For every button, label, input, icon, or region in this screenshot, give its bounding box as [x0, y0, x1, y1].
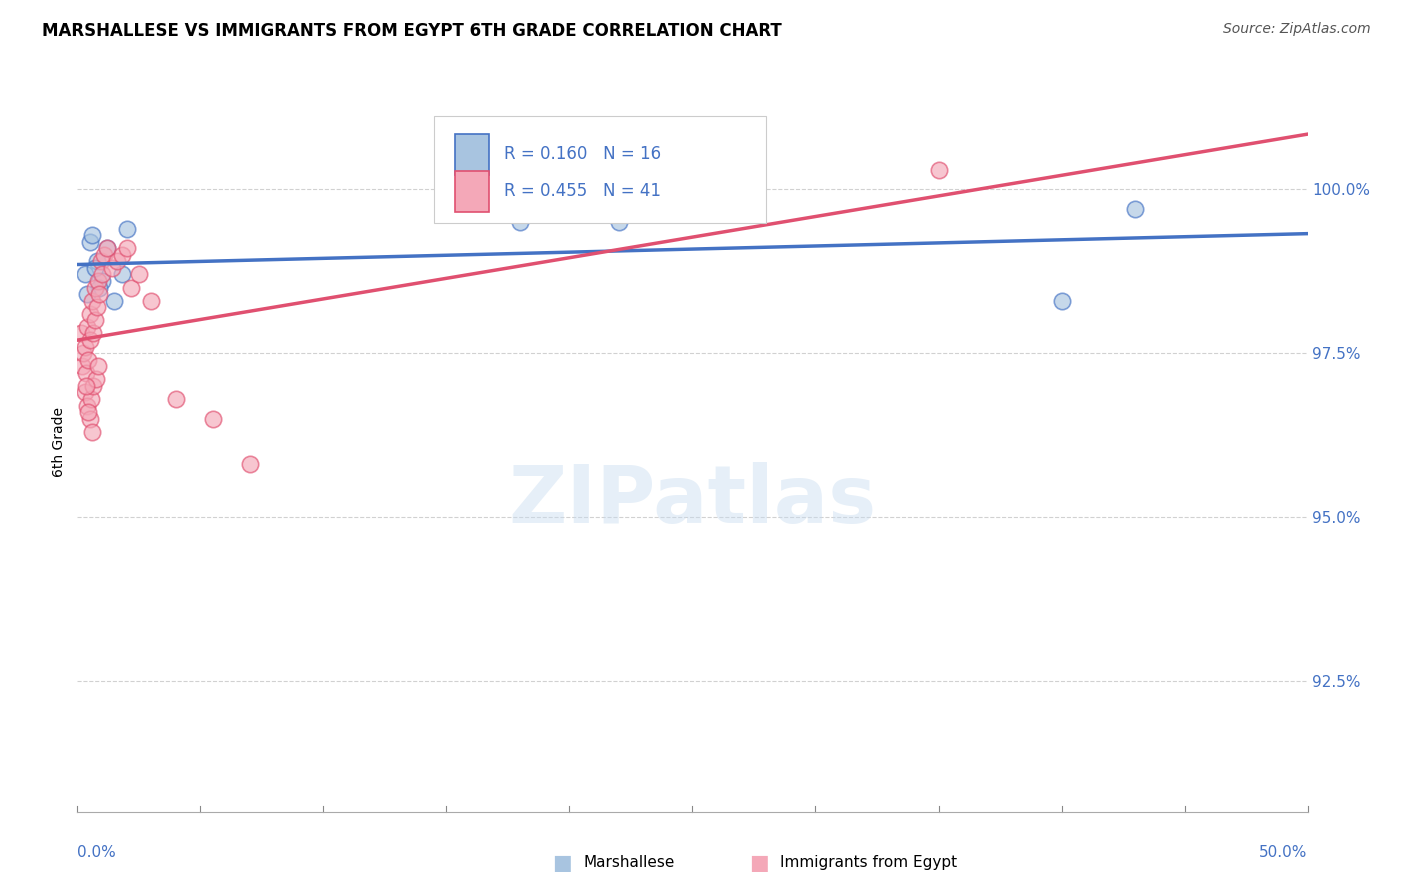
Text: Immigrants from Egypt: Immigrants from Egypt	[780, 855, 957, 870]
Text: ■: ■	[749, 853, 769, 872]
Point	[72, 346, 94, 360]
Point	[77, 405, 100, 419]
Point	[111, 248, 132, 262]
Point	[111, 268, 132, 282]
Point	[79, 411, 101, 425]
Point	[141, 293, 163, 308]
Point	[76, 399, 98, 413]
Point	[82, 293, 104, 308]
Y-axis label: 6th Grade: 6th Grade	[52, 407, 66, 476]
Point	[76, 287, 98, 301]
Point	[83, 313, 105, 327]
Point	[86, 300, 108, 314]
Point	[86, 254, 108, 268]
Point	[80, 392, 103, 406]
Point	[73, 385, 96, 400]
Point	[79, 235, 101, 249]
Point	[83, 260, 105, 275]
Point	[928, 162, 950, 177]
Point	[87, 359, 110, 374]
Point	[121, 280, 143, 294]
Text: Marshallese: Marshallese	[583, 855, 675, 870]
Point	[509, 215, 531, 229]
Point	[87, 274, 110, 288]
Point	[70, 326, 93, 341]
Point	[75, 379, 97, 393]
Point	[82, 379, 104, 393]
Text: Source: ZipAtlas.com: Source: ZipAtlas.com	[1223, 22, 1371, 37]
Text: ■: ■	[553, 853, 572, 872]
Point	[90, 268, 114, 282]
Point	[84, 372, 107, 386]
Point	[79, 333, 101, 347]
Point	[70, 359, 93, 374]
Point	[1050, 293, 1073, 308]
Point	[1125, 202, 1147, 216]
Point	[115, 241, 138, 255]
Text: 50.0%: 50.0%	[1260, 845, 1308, 860]
Point	[165, 392, 187, 406]
Point	[73, 339, 96, 353]
Point	[103, 293, 125, 308]
Text: ZIPatlas: ZIPatlas	[509, 462, 876, 540]
Point	[73, 268, 96, 282]
Point	[128, 268, 150, 282]
Point	[101, 260, 124, 275]
Point	[82, 425, 104, 439]
Point	[77, 352, 100, 367]
Point	[90, 254, 112, 268]
Text: MARSHALLESE VS IMMIGRANTS FROM EGYPT 6TH GRADE CORRELATION CHART: MARSHALLESE VS IMMIGRANTS FROM EGYPT 6TH…	[42, 22, 782, 40]
Bar	[456, 171, 489, 211]
Point	[105, 254, 128, 268]
Point	[89, 287, 111, 301]
Point	[76, 319, 98, 334]
Point	[115, 221, 138, 235]
Text: R = 0.160   N = 16: R = 0.160 N = 16	[505, 145, 661, 163]
Point	[239, 458, 262, 472]
Point	[82, 326, 104, 341]
Point	[83, 280, 105, 294]
Text: R = 0.455   N = 41: R = 0.455 N = 41	[505, 183, 661, 201]
Point	[607, 215, 630, 229]
FancyBboxPatch shape	[434, 116, 766, 223]
Point	[96, 241, 118, 255]
Point	[90, 274, 114, 288]
Point	[93, 248, 115, 262]
Point	[79, 307, 101, 321]
Point	[89, 280, 111, 294]
Bar	[456, 134, 489, 175]
Point	[96, 241, 118, 255]
Point	[82, 228, 104, 243]
Text: 0.0%: 0.0%	[77, 845, 117, 860]
Point	[75, 366, 97, 380]
Point	[201, 411, 224, 425]
